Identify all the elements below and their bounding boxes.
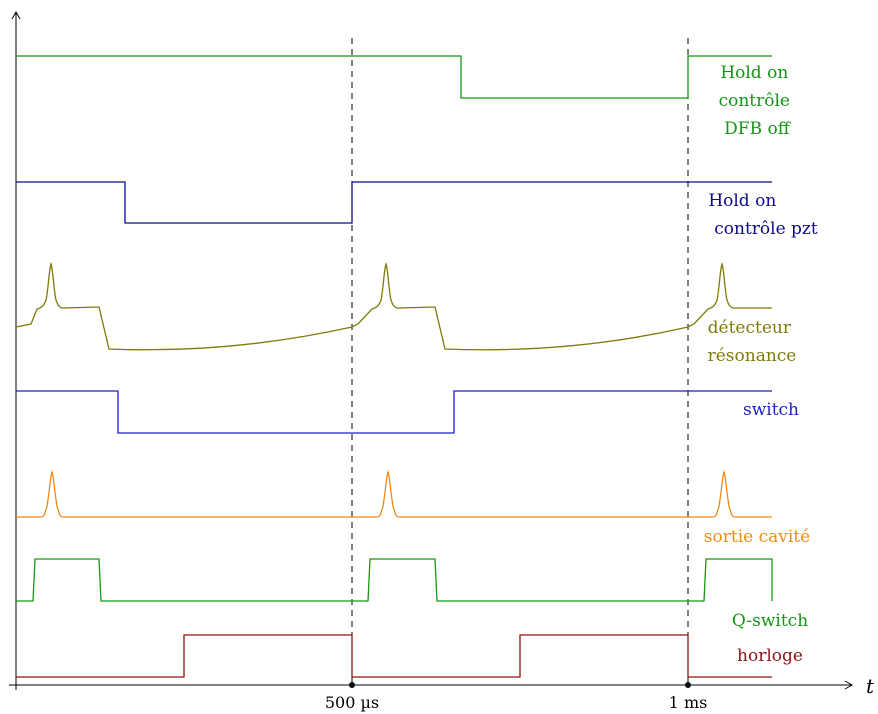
- tick-dot-500us: [349, 682, 355, 688]
- signal-horloge-trace: [16, 634, 772, 678]
- signal-detecteur-label-line2: résonance: [708, 346, 797, 366]
- signal-switch-label: switch: [743, 400, 799, 420]
- signal-pzt-label-line2: contrôle pzt: [714, 219, 818, 239]
- tick-label-1ms: 1 ms: [669, 693, 708, 712]
- signal-dfb-label-line2: contrôle: [719, 91, 790, 111]
- signal-detecteur-label-line1: détecteur: [708, 318, 792, 338]
- x-axis-arrow: [844, 680, 854, 690]
- signal-switch-trace: [16, 390, 772, 434]
- signal-detecteur-trace: [15, 261, 772, 351]
- signal-dfb-label-line3: DFB off: [724, 119, 792, 139]
- signal-horloge-label: horloge: [737, 646, 803, 666]
- x-axis-name: t: [866, 674, 875, 698]
- signal-pzt-trace: [16, 181, 772, 224]
- signal-dfb-label-line1: Hold on: [720, 63, 788, 83]
- tick-dot-1ms: [685, 682, 691, 688]
- signal-sortie-label: sortie cavité: [704, 527, 810, 547]
- signal-qswitch-trace: [16, 558, 773, 602]
- time-markers: [351, 38, 689, 685]
- signal-pzt-label: Hold on contrôle pzt: [708, 191, 818, 239]
- signal-dfb-trace: [16, 55, 772, 99]
- signal-detecteur-label: détecteur résonance: [708, 318, 797, 366]
- signal-qswitch-label: Q-switch: [732, 611, 808, 631]
- axes: [9, 10, 854, 690]
- signal-pzt-label-line1: Hold on: [708, 191, 776, 211]
- signal-dfb-label: Hold on contrôle DFB off: [719, 63, 796, 139]
- signal-sortie-trace: [16, 469, 772, 518]
- tick-label-500us: 500 µs: [325, 693, 379, 712]
- y-axis-arrow: [11, 10, 21, 20]
